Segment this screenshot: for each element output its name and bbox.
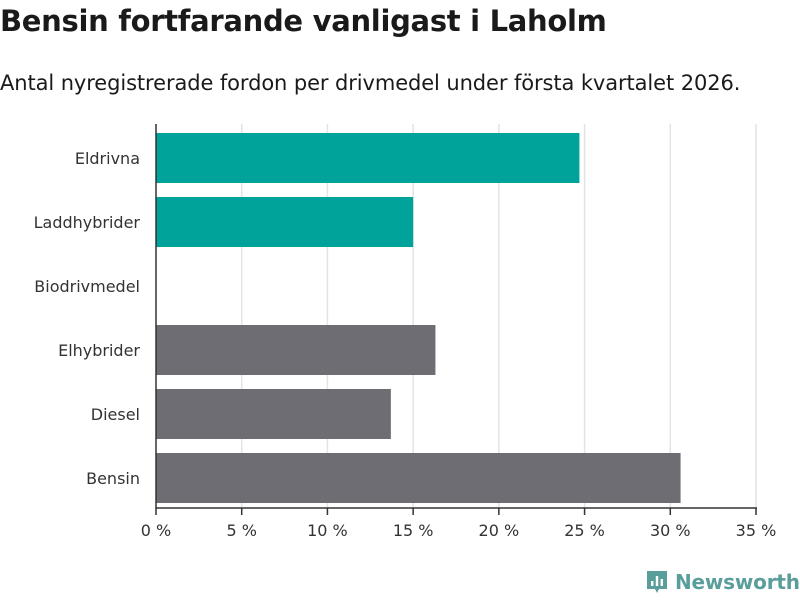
bars: [156, 133, 681, 503]
x-tick-label-5: 25 %: [564, 521, 605, 540]
category-label-diesel: Diesel: [91, 405, 140, 424]
category-label-bensin: Bensin: [86, 469, 140, 488]
grid-lines: [240, 124, 757, 508]
x-tick-labels: 0 % 5 % 10 % 15 % 20 % 25 % 30 % 35 %: [141, 521, 777, 540]
x-tick-label-3: 15 %: [393, 521, 434, 540]
x-tick-label-2: 10 %: [307, 521, 348, 540]
category-label-biodrivmedel: Biodrivmedel: [34, 277, 140, 296]
category-labels: Eldrivna Laddhybrider Biodrivmedel Elhybrid…: [34, 149, 141, 488]
x-tick-label-7: 35 %: [736, 521, 777, 540]
x-tick-label-0: 0 %: [141, 521, 171, 540]
chart-subtitle: Antal nyregistrerade fordon per drivmede…: [0, 71, 741, 95]
x-tick-label-4: 20 %: [479, 521, 520, 540]
category-label-laddhybrider: Laddhybrider: [34, 213, 141, 232]
brand-name: Newsworthy: [675, 570, 800, 594]
category-label-eldrivna: Eldrivna: [75, 149, 140, 168]
newsworthy-logo: Newsworthy: [645, 570, 800, 594]
bar-bensin: [156, 453, 681, 503]
x-tick-label-6: 30 %: [650, 521, 691, 540]
category-label-elhybrider: Elhybrider: [58, 341, 140, 360]
bar-eldrivna: [156, 133, 580, 183]
bar-laddhybrider: [156, 197, 414, 247]
newsworthy-logo-icon: [647, 571, 667, 593]
chart-title: Bensin fortfarande vanligast i Laholm: [0, 4, 607, 38]
bar-diesel: [156, 389, 391, 439]
axes: [155, 124, 757, 515]
bar-elhybrider: [156, 325, 436, 375]
x-tick-label-1: 5 %: [226, 521, 256, 540]
